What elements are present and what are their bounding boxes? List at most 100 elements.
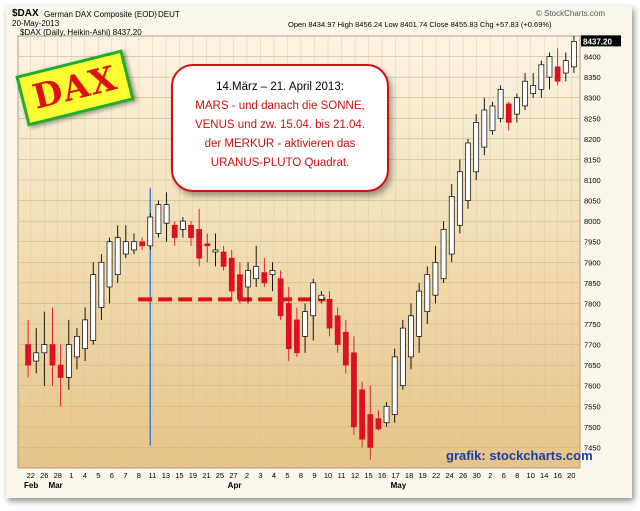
candle-body: [481, 109, 488, 148]
candle-body: [399, 327, 406, 387]
x-tick-label: 20: [567, 471, 575, 480]
candle-body: [188, 224, 194, 238]
x-month-label: Mar: [48, 481, 62, 490]
y-tick-label: 8350: [584, 73, 601, 82]
x-tick-label: 17: [391, 471, 399, 480]
y-tick-label: 7900: [584, 258, 601, 267]
candle-body: [546, 56, 553, 78]
x-tick-label: 8: [515, 471, 519, 480]
candle-body: [326, 298, 333, 329]
candle-body: [465, 142, 471, 201]
candle-body: [334, 315, 341, 345]
x-tick-label: 1: [69, 471, 73, 480]
x-tick-label: 3: [258, 471, 262, 480]
x-tick-label: 16: [378, 471, 386, 480]
x-tick-label: 21: [202, 471, 210, 480]
candle-body: [57, 364, 64, 378]
candle-body: [310, 282, 317, 317]
candle-body: [212, 249, 219, 253]
x-tick-label: 7: [123, 471, 127, 480]
x-tick-label: 9: [312, 471, 316, 480]
y-tick-label: 8300: [584, 94, 601, 103]
candle-body: [285, 303, 292, 350]
x-month-label: Feb: [24, 481, 38, 490]
candle-body: [114, 237, 121, 275]
x-tick-label: 2: [245, 471, 249, 480]
x-tick-label: 15: [364, 471, 372, 480]
x-tick-label: 10: [527, 471, 535, 480]
candle-body: [155, 204, 162, 234]
x-month-label: Apr: [228, 481, 242, 490]
candle-body: [489, 105, 496, 131]
candle-body: [375, 418, 382, 430]
candle-body: [505, 103, 512, 123]
y-tick-label: 8150: [584, 155, 601, 164]
x-tick-label: 12: [351, 471, 359, 480]
y-tick-label: 7600: [584, 382, 601, 391]
x-tick-label: 18: [405, 471, 413, 480]
y-tick-label: 7850: [584, 279, 601, 288]
y-tick-label: 7700: [584, 341, 601, 350]
candle-body: [245, 270, 251, 288]
credit-text: grafik: stockcharts.com: [446, 448, 593, 463]
candle-body: [98, 261, 105, 308]
last-price-text: 8437.20: [583, 37, 612, 46]
y-tick-label: 8200: [584, 135, 601, 144]
x-tick-label: 8: [137, 471, 141, 480]
x-tick-label: 19: [189, 471, 197, 480]
chart-frame: 7450 7500 7550 7600 7650 7700 7750 7800 7850 7900…: [6, 6, 632, 498]
note-line-3: VENUS und zw. 15.04. bis 21.04.: [194, 119, 366, 131]
exchange: DEUT: [158, 10, 180, 19]
candle-body: [74, 335, 80, 358]
series-legend: $DAX (Daily, Heikin-Ashi) 8437.20: [20, 28, 142, 37]
note-line-4: der MERKUR - aktivieren das: [204, 138, 356, 150]
x-tick-label: 13: [162, 471, 170, 480]
y-tick-label: 8050: [584, 197, 601, 206]
x-tick-label: 5: [285, 471, 289, 480]
y-tick-label: 7450: [584, 443, 601, 452]
candle-body: [514, 97, 520, 115]
candle-body: [277, 278, 284, 317]
date: 20-May-2013: [12, 19, 60, 28]
candle-body: [41, 344, 48, 354]
y-tick-label: 7950: [584, 238, 601, 247]
x-tick-label: 25: [216, 471, 224, 480]
candle-body: [440, 229, 447, 280]
x-tick-label: 11: [338, 471, 346, 480]
quote-line: Open 8434.97 High 8456.24 Low 8401.74 Cl…: [288, 20, 552, 29]
candle-body: [220, 251, 227, 267]
candle-body: [33, 352, 40, 362]
candle-body: [253, 266, 260, 280]
symbol: $DAX: [12, 8, 39, 19]
candle-body: [196, 229, 203, 259]
x-tick-label: 22: [27, 471, 35, 480]
y-tick-label: 8400: [584, 53, 601, 62]
note-line-2: MARS - und danach die SONNE,: [195, 100, 365, 112]
x-tick-label: 2: [488, 471, 492, 480]
y-tick-label: 7650: [584, 361, 601, 370]
source: © StockCharts.com: [536, 9, 606, 18]
candle-body: [163, 204, 170, 224]
candle-body: [554, 66, 561, 82]
candle-body: [65, 344, 72, 378]
y-tick-label: 8100: [584, 176, 601, 185]
x-tick-label: 26: [40, 471, 48, 480]
candle-body: [416, 290, 423, 337]
candle-body: [49, 344, 56, 366]
x-tick-label: 6: [110, 471, 114, 480]
candle-body: [424, 274, 431, 313]
x-tick-label: 28: [54, 471, 62, 480]
y-tick-label: 7550: [584, 402, 601, 411]
candle-body: [367, 414, 374, 448]
y-tick-label: 8000: [584, 217, 601, 226]
candle-body: [228, 257, 235, 292]
last-price-label: 8437.20: [581, 35, 621, 47]
candle-body: [448, 196, 455, 255]
candle-body: [122, 241, 129, 255]
x-tick-label: 4: [83, 471, 87, 480]
candle-body: [408, 315, 414, 358]
candle-body: [179, 220, 186, 230]
candle-body: [342, 331, 349, 366]
candle-body: [25, 344, 31, 366]
candle-body: [204, 243, 211, 247]
